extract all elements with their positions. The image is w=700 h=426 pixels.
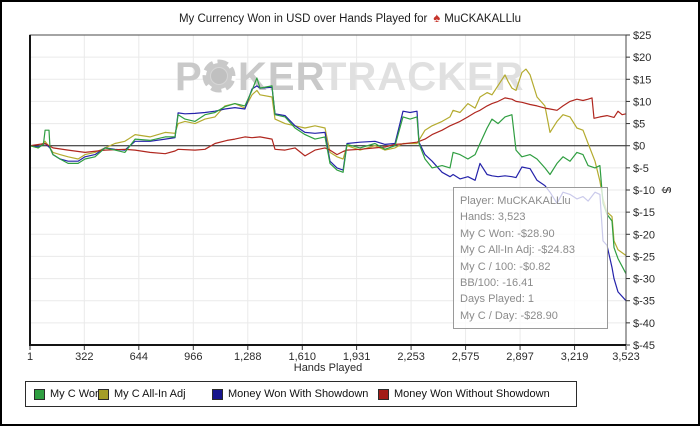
- legend-item-money-won-without-showdown: Money Won Without Showdown: [378, 388, 550, 400]
- legend-label: Money Won Without Showdown: [394, 388, 550, 400]
- tooltip-player: Player: MuCKAKALLlu: [460, 195, 571, 207]
- svg-text:2,575: 2,575: [452, 351, 480, 363]
- legend-label: My C Won: [50, 388, 102, 400]
- tooltip-my-c-per-day: My C / Day: -$28.90: [460, 309, 558, 322]
- legend-swatch-olive: [98, 388, 109, 400]
- poker-chip-icon: [202, 59, 236, 93]
- spade-logo-icon: ♠: [433, 10, 441, 25]
- title-player-name: MuCKAKALLlu: [444, 13, 522, 25]
- tooltip-hands: Hands: 3,523: [460, 211, 526, 224]
- legend-swatch-blue: [212, 388, 223, 400]
- svg-text:1,610: 1,610: [289, 351, 317, 363]
- svg-text:$10: $10: [633, 96, 651, 108]
- legend-item-money-won-with-showdown: Money Won With Showdown: [212, 388, 368, 400]
- svg-text:$-40: $-40: [633, 318, 655, 330]
- svg-text:$15: $15: [633, 74, 651, 86]
- svg-text:KER: KER: [238, 55, 325, 99]
- watermark-tracker: TRACKER: [322, 55, 525, 99]
- svg-text:2,897: 2,897: [506, 351, 534, 363]
- svg-text:$-5: $-5: [633, 163, 649, 175]
- svg-text:3,219: 3,219: [561, 351, 589, 363]
- svg-text:$-30: $-30: [633, 274, 655, 286]
- svg-text:644: 644: [130, 351, 148, 363]
- svg-text:$25: $25: [633, 30, 651, 42]
- y-axis-title: $: [659, 186, 674, 194]
- svg-text:966: 966: [184, 351, 202, 363]
- legend-item-my-c-all-in-adj: My C All-In Adj: [98, 388, 186, 400]
- svg-text:3,523: 3,523: [612, 351, 640, 363]
- svg-text:$-10: $-10: [633, 185, 655, 197]
- chart-title: My Currency Won in USD over Hands Played…: [2, 10, 698, 25]
- legend-swatch-red: [378, 388, 389, 400]
- legend: My C Won My C All-In Adj Money Won With …: [25, 381, 577, 407]
- tooltip-my-c-all-in-adj: My C All-In Adj: -$24.83: [460, 244, 575, 257]
- svg-text:$5: $5: [633, 119, 645, 131]
- tooltip-bb-per-100: BB/100: -16.41: [460, 277, 534, 290]
- watermark-poker: P: [175, 55, 203, 99]
- tooltip-my-c-won: My C Won: -$28.90: [460, 227, 555, 240]
- tooltip-my-c-per-100: My C / 100: -$0.82: [460, 260, 551, 273]
- svg-text:$0: $0: [633, 141, 645, 153]
- svg-text:$-45: $-45: [633, 340, 655, 352]
- legend-item-my-c-won: My C Won: [34, 388, 101, 400]
- legend-swatch-green: [34, 388, 45, 400]
- svg-text:$20: $20: [633, 52, 651, 64]
- tooltip-days-played: Days Played: 1: [460, 293, 534, 306]
- svg-text:$-35: $-35: [633, 296, 655, 308]
- stats-tooltip: Player: MuCKAKALLlu Hands: 3,523 My C Wo…: [453, 187, 608, 329]
- title-text: My Currency Won in USD over Hands Played…: [178, 13, 428, 25]
- svg-text:$-20: $-20: [633, 229, 655, 241]
- x-axis-title: Hands Played: [293, 362, 363, 374]
- svg-text:1,288: 1,288: [234, 351, 262, 363]
- svg-text:$-15: $-15: [633, 207, 655, 219]
- svg-text:1: 1: [27, 351, 33, 363]
- svg-text:2,253: 2,253: [397, 351, 425, 363]
- legend-label: Money Won With Showdown: [228, 388, 369, 400]
- svg-text:1,931: 1,931: [343, 351, 371, 363]
- svg-text:$-25: $-25: [633, 251, 655, 263]
- svg-text:322: 322: [75, 351, 93, 363]
- legend-label: My C All-In Adj: [114, 388, 186, 400]
